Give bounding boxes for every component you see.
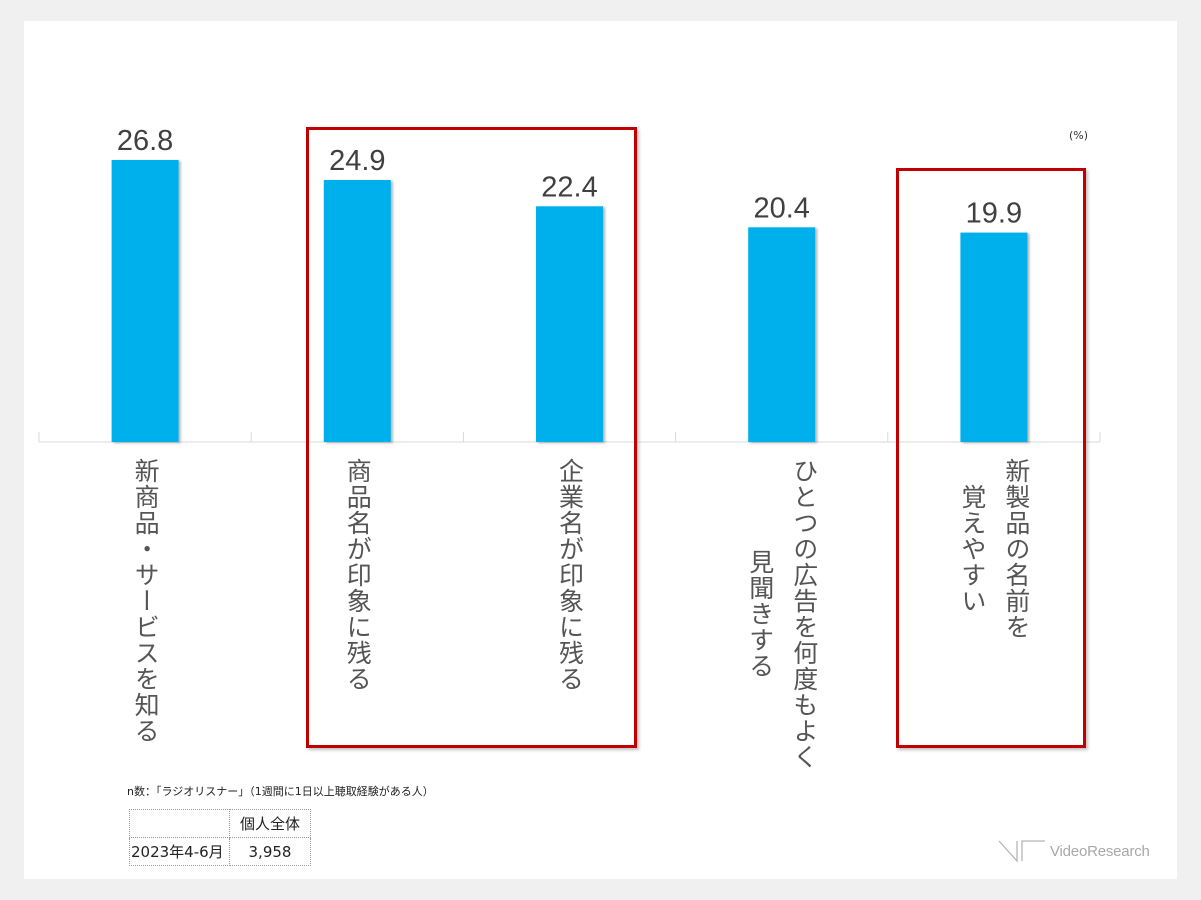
bar — [536, 206, 603, 442]
table-header-row: 個人全体 — [129, 809, 311, 838]
table-period-cell: 2023年4-6月 — [129, 837, 230, 866]
highlight-box-impression — [306, 127, 637, 748]
table-row: 2023年4-6月 3,958 — [129, 837, 311, 866]
sample-size-table: 個人全体 2023年4-6月 3,958 — [129, 809, 311, 866]
highlight-box-new-product-name — [896, 168, 1086, 748]
category-label-line: 新製品の名前を — [1001, 458, 1031, 640]
bar — [960, 232, 1028, 442]
video-research-logo: VideoResearch — [998, 838, 1150, 864]
unit-label: (%) — [1069, 129, 1089, 142]
category-label-line: ひとつの広告を何度もよく — [789, 458, 819, 770]
bar-value-label: 22.4 — [541, 171, 597, 203]
category-label-line: 新商品・サービスを知る — [131, 458, 161, 744]
x-axis-category-label: ひとつの広告を何度もよく 見聞きする — [732, 458, 832, 770]
bar-value-label: 24.9 — [329, 145, 385, 177]
sample-footnote: n数：「ラジオリスナー」（1週間に1日以上聴取経験がある人） — [127, 785, 434, 798]
video-research-logo-icon — [998, 840, 1045, 863]
x-axis-category-label: 企業名が印象に残る — [520, 458, 620, 692]
bar — [111, 160, 179, 442]
logo-text: VideoResearch — [1050, 842, 1150, 860]
table-count-cell: 3,958 — [229, 837, 311, 866]
category-label-line: 覚えやすい — [957, 484, 987, 614]
x-axis-category-label: 新製品の名前を 覚えやすい — [944, 458, 1044, 640]
category-label-line: 商品名が印象に残る — [343, 458, 373, 692]
bar — [323, 179, 391, 442]
table-header-cell — [129, 809, 230, 838]
category-label-line: 企業名が印象に残る — [555, 458, 585, 692]
bar-value-label: 26.8 — [117, 125, 173, 157]
table-header-cell: 個人全体 — [229, 809, 311, 838]
category-label-line: 見聞きする — [745, 549, 775, 679]
bar-value-label: 19.9 — [966, 198, 1022, 230]
bar-value-label: 20.4 — [753, 192, 809, 224]
bar — [748, 227, 816, 442]
x-axis-category-label: 商品名が印象に残る — [307, 458, 407, 692]
x-axis-category-label: 新商品・サービスを知る — [95, 458, 195, 744]
slide — [24, 21, 1177, 879]
